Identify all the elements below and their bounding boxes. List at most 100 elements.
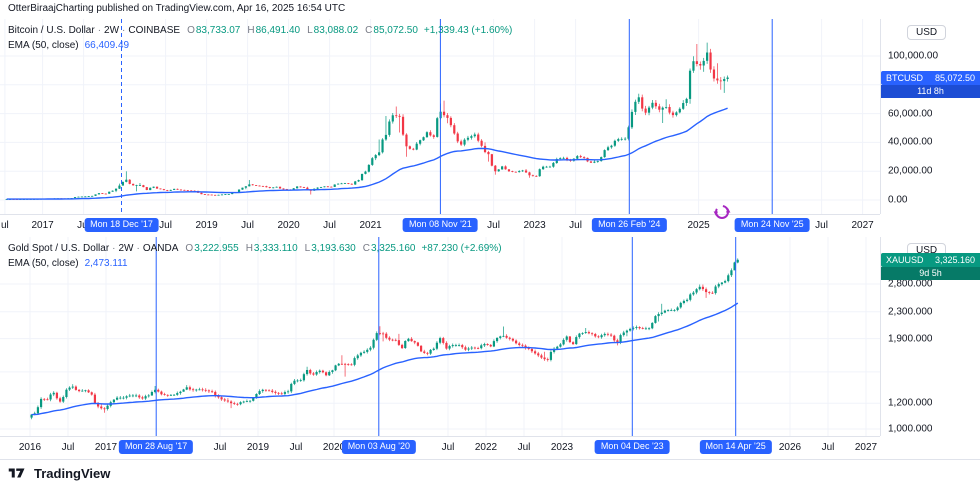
axis-time-label: Jul [289,442,303,453]
low-value: 3,193.630 [311,243,356,254]
price-tick-label: 40,000.00 [888,136,933,148]
price-tick-label: 2,300.000 [888,306,933,318]
axis-time-label: 2023 [523,220,546,231]
axis-time-label: 2026 [778,442,802,453]
low-label: L [307,25,313,36]
axis-time-label: 2023 [550,442,574,453]
axis-time-label: Jul [815,220,828,231]
tradingview-wordmark[interactable]: TradingView [34,465,111,481]
axis-time-label: 2027 [854,442,878,453]
price-tick-label: 60,000.00 [888,108,933,120]
axis-time-label: 2017 [31,220,54,231]
price-tick-label: 2,800.000 [888,278,933,290]
separator: · [97,25,102,36]
axis-time-label: 2021 [359,220,382,231]
separator: · [112,243,116,254]
axis-time-label: 2016 [18,442,42,453]
gold-price-label: XAUUSD 3,325.160 9d 5h [881,252,980,280]
axis-time-label: Jul [159,220,172,231]
ema-legend-label[interactable]: EMA (50, close) [8,40,79,51]
axis-time-label: 2022 [474,442,498,453]
btc-chart-canvas[interactable] [0,19,880,214]
close-label: C [365,25,373,36]
axis-time-label: Jul [61,442,75,453]
axis-time-label: Jul [569,220,582,231]
price-label-symbol: XAUUSD [886,254,924,265]
low-value: 83,088.02 [313,25,359,36]
axis-time-label: Jul [323,220,336,231]
currency-unit-label[interactable]: USD [907,25,947,40]
axis-time-label: 2019 [246,442,270,453]
gold-time-axis[interactable]: 2016 Jul 2017 Mon 28 Aug '17 Jul 2019 Jul 2020 M… [0,436,880,458]
open-label: O [185,243,194,254]
ema-value: 66,409.49 [84,40,130,51]
price-tick-label: 0.00 [888,194,908,206]
close-label: C [362,243,370,254]
axis-time-label: ul [0,220,9,231]
axis-time-label: 2017 [94,442,118,453]
axis-marker-date-label[interactable]: Mon 03 Aug '20 [341,440,416,454]
high-label: H [245,243,253,254]
axis-time-label: 2019 [195,220,218,231]
open-label: O [187,25,195,36]
axis-time-label: 2020 [277,220,300,231]
price-tick-label: 20,000.00 [888,165,933,177]
open-value: 3,222.955 [194,243,239,254]
separator: · [122,25,126,36]
price-tick-label: 100,000.00 [888,50,939,62]
symbol-exchange: COINBASE [128,25,181,36]
symbol-title[interactable]: Gold Spot / U.S. Dollar [8,243,110,254]
change-value: +87.230 (+2.69%) [421,243,502,254]
axis-time-label: Jul [517,442,531,453]
high-value: 3,333.110 [253,243,298,254]
publisher-note: OtterBiraajCharting published on Trading… [0,0,980,19]
tradingview-logo-icon[interactable] [8,466,29,480]
symbol-interval[interactable]: 2W [104,25,120,36]
gold-chart-pane: Gold Spot / U.S. Dollar · 2W · OANDA O3,222.9… [0,237,980,459]
btc-price-label: BTCUSD 85,072.50 11d 8h [881,70,980,98]
axis-marker-date-label[interactable]: Mon 28 Aug '17 [119,440,194,454]
cycle-sticker-icon[interactable] [712,202,732,222]
axis-time-label: Jul [77,220,90,231]
axis-marker-date-label[interactable]: Mon 08 Nov '21 [403,218,478,232]
gold-chart-canvas[interactable] [0,237,880,436]
btc-chart-pane: Bitcoin / U.S. Dollar · 2W · COINBASE O83,733… [0,19,980,237]
axis-time-label: Jul [441,442,455,453]
close-value: 85,072.50 [373,25,418,36]
low-label: L [304,243,311,254]
high-value: 86,491.40 [255,25,301,36]
ema-value: 2,473.111 [84,258,128,269]
symbol-title[interactable]: Bitcoin / U.S. Dollar [8,25,95,36]
axis-time-label: 2025 [687,220,710,231]
symbol-interval[interactable]: 2W [118,243,134,254]
separator: · [136,243,140,254]
axis-time-label: Jul [213,442,227,453]
axis-marker-date-label[interactable]: Mon 24 Nov '25 [734,218,810,232]
price-label-value: 85,072.50 [934,72,975,83]
bar-countdown: 9d 5h [881,266,980,280]
price-tick-label: 1,900.000 [888,333,933,345]
change-value: +1,339.43 (+1.60%) [423,25,513,36]
axis-marker-date-label[interactable]: Mon 18 Dec '17 [84,218,159,232]
axis-marker-date-label[interactable]: Mon 26 Feb '24 [592,218,667,232]
axis-time-label: Jul [821,442,835,453]
btc-time-axis[interactable]: ul2017JulMon 18 Dec '17Jul2019Jul2020Jul… [0,214,880,236]
btc-legend: Bitcoin / U.S. Dollar · 2W · COINBASE O83,733… [8,23,512,53]
price-tick-label: 1,200.000 [888,397,933,409]
bar-countdown: 11d 8h [881,84,980,98]
ema-legend-label[interactable]: EMA (50, close) [8,258,79,269]
axis-time-label: Jul [487,220,500,231]
axis-time-label: 2020 [322,442,346,453]
gold-legend: Gold Spot / U.S. Dollar · 2W · OANDA O3,222.9… [8,241,502,271]
btc-price-scale[interactable]: USD 100,000.00 60,000.00 40,000.00 20,000.0… [880,19,980,214]
price-label-symbol: BTCUSD [886,72,924,83]
axis-marker-date-label[interactable]: Mon 04 Dec '23 [594,440,670,454]
footer-bar: TradingView [0,459,980,486]
axis-marker-date-label[interactable]: Mon 14 Apr '25 [699,440,772,454]
axis-time-label: Jul [241,220,254,231]
high-label: H [247,25,255,36]
axis-time-label: 2027 [851,220,874,231]
open-value: 83,733.07 [195,25,241,36]
close-value: 3,325.160 [370,243,416,254]
